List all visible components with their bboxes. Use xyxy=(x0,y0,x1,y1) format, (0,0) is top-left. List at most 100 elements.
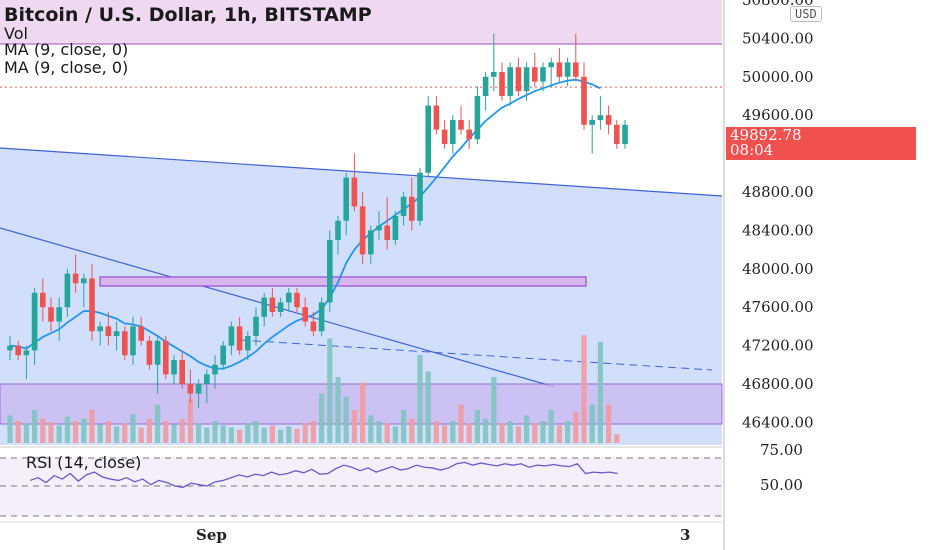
candle xyxy=(409,177,415,231)
candle-body xyxy=(540,67,546,82)
candle xyxy=(204,369,210,404)
y-tick-label: 50400.00 xyxy=(742,29,814,47)
currency-button[interactable]: USD xyxy=(790,6,822,22)
candle xyxy=(392,211,399,245)
volume-bar xyxy=(343,396,349,443)
last-price-tag: 49892.78 08:04 xyxy=(726,127,916,160)
candle-body xyxy=(220,345,226,365)
candle-body xyxy=(23,350,30,356)
candle xyxy=(23,345,30,380)
candle xyxy=(253,307,259,346)
resistance-zone xyxy=(99,276,587,287)
candle-body xyxy=(187,384,194,394)
candle-body xyxy=(335,220,341,240)
candle-body xyxy=(417,172,423,221)
candle-body xyxy=(491,72,497,77)
y-tick-label: 50800.00 xyxy=(742,0,814,9)
candle xyxy=(72,254,79,293)
candle-body xyxy=(507,67,513,96)
candle-body xyxy=(81,278,87,284)
candle-body xyxy=(450,120,456,144)
candle xyxy=(310,312,317,336)
candle xyxy=(318,297,325,336)
candle xyxy=(245,331,251,360)
candle-body xyxy=(573,62,579,77)
candle xyxy=(605,105,612,135)
candle xyxy=(15,340,21,360)
y-tick-label: 49600.00 xyxy=(742,106,814,124)
candle xyxy=(286,288,292,312)
ma-indicator-label-2[interactable]: MA (9, close, 0) xyxy=(4,58,129,77)
volume-bar xyxy=(179,418,185,443)
candle-body xyxy=(589,120,595,125)
candle-body xyxy=(72,273,79,284)
volume-bar xyxy=(294,428,300,443)
candle-body xyxy=(581,76,587,125)
candle-body xyxy=(7,345,13,351)
candle xyxy=(335,216,341,255)
candle xyxy=(368,225,374,264)
candle-body xyxy=(376,225,382,231)
volume-bar xyxy=(286,426,292,443)
candle xyxy=(499,62,505,101)
candle xyxy=(171,355,177,384)
candle xyxy=(507,62,513,106)
volume-bar xyxy=(56,425,62,443)
volume-bar xyxy=(278,429,284,443)
candle-body xyxy=(56,307,62,322)
bar-countdown: 08:04 xyxy=(730,141,774,159)
candle xyxy=(130,316,136,365)
candle xyxy=(597,96,604,130)
candle-body xyxy=(179,360,185,384)
candle-body xyxy=(466,129,472,140)
candle-body xyxy=(343,177,349,221)
candle-body xyxy=(368,230,374,255)
volume-bar xyxy=(376,421,382,443)
candle xyxy=(122,326,128,360)
volume-bar xyxy=(40,418,46,443)
candle-body xyxy=(458,120,464,130)
volume-bar xyxy=(155,404,161,443)
rsi-indicator-label[interactable]: RSI (14, close) xyxy=(26,453,142,472)
candle xyxy=(614,120,620,149)
candle xyxy=(146,336,153,370)
candle xyxy=(564,57,571,87)
volume-bar xyxy=(532,423,538,443)
ma-indicator-label-1[interactable]: MA (9, close, 0) xyxy=(4,40,129,59)
candle-body xyxy=(15,345,21,356)
volume-bar xyxy=(442,425,448,443)
candle-body xyxy=(286,292,292,303)
volume-bar xyxy=(138,427,144,443)
candle xyxy=(548,57,554,87)
rsi-line xyxy=(29,461,618,489)
vol-indicator-label[interactable]: Vol xyxy=(4,24,28,43)
candle-body xyxy=(138,326,144,341)
candle xyxy=(195,379,202,408)
volume-bar xyxy=(433,421,439,443)
candle-body xyxy=(482,76,489,96)
candle-body xyxy=(392,216,399,240)
volume-bar xyxy=(237,429,243,443)
volume-bar xyxy=(409,418,415,443)
candle xyxy=(97,321,103,346)
candle-body xyxy=(359,206,366,255)
candle xyxy=(343,172,349,236)
candle-body xyxy=(245,336,251,351)
candle-body xyxy=(302,307,308,322)
candle xyxy=(523,62,530,101)
volume-bar xyxy=(565,421,571,443)
candle-body xyxy=(277,302,284,312)
candle-body xyxy=(318,302,325,332)
candle xyxy=(56,297,62,341)
candle-body xyxy=(64,273,71,308)
volume-bar xyxy=(458,404,464,443)
candle-body xyxy=(97,326,103,332)
candle xyxy=(31,288,38,365)
volume-bar xyxy=(507,421,513,443)
volume-bar xyxy=(483,418,489,443)
chart-title[interactable]: Bitcoin / U.S. Dollar, 1h, BITSTAMP xyxy=(4,4,372,26)
volume-bar xyxy=(245,423,251,443)
candle xyxy=(277,297,284,317)
candle xyxy=(425,96,431,178)
